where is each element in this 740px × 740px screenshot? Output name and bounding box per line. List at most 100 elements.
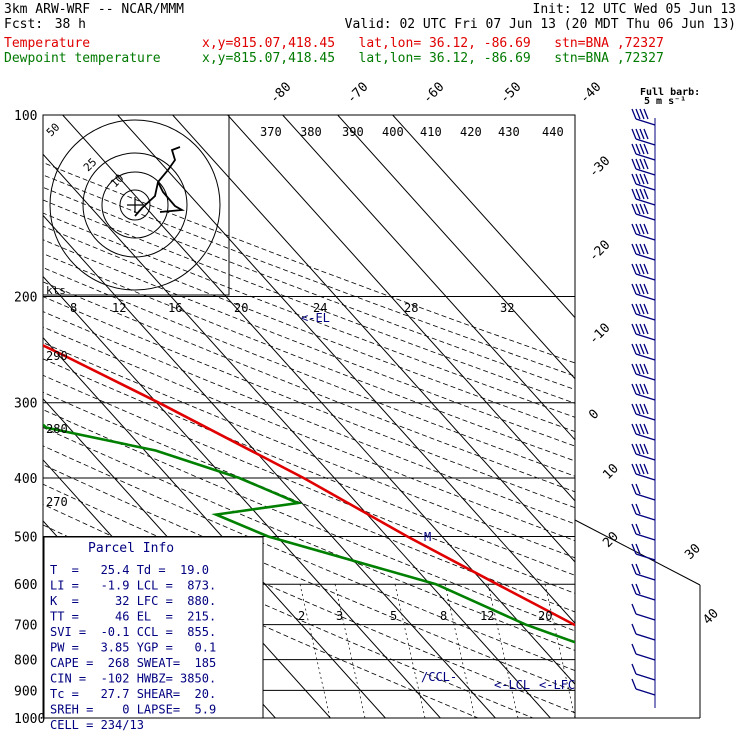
wind-barb-flag [639, 303, 645, 315]
temperature-tick-label: 10 [600, 461, 622, 483]
parcel-info-row: CELL = 234/13 [50, 718, 144, 732]
wind-barb-flag [643, 423, 649, 435]
wind-barb-shaft [635, 273, 656, 281]
wind-barb-shaft [635, 313, 656, 321]
wind-barb-shaft [635, 633, 656, 641]
hodograph-ring [82, 152, 188, 258]
wind-barb-flag [635, 158, 641, 170]
pressure-tick-label: 200 [14, 291, 37, 306]
parcel-info-row: SREH = 0 LAPSE= 5.9 [50, 703, 216, 717]
wind-barb-flag [631, 203, 637, 215]
temperature-tick-label: -10 [586, 321, 613, 348]
mixing-ratio-label: 12 [480, 609, 494, 623]
temperature-trace [43, 343, 575, 627]
ccl-annotation: /CCL- [421, 670, 457, 684]
wind-barb-flag [643, 203, 649, 215]
mixing-ratio-label: 2 [298, 609, 305, 623]
pressure-tick-label: 800 [14, 654, 37, 669]
isotherm-line [62, 115, 575, 686]
dry-adiabat-line [43, 409, 575, 632]
wind-barb-shaft [635, 353, 656, 361]
model-title: 3km ARW-WRF -- NCAR/MMM [4, 2, 185, 17]
wind-barb-flag [639, 363, 645, 375]
hodograph-ring-label: 50 [44, 121, 63, 140]
wind-barb-shaft [635, 673, 656, 681]
wind-barb-shaft [635, 393, 656, 401]
wind-barb-shaft [635, 413, 656, 421]
speed-scale-label: 32 [500, 301, 514, 315]
wind-barb-flag [635, 343, 641, 355]
temperature-tick-label: -50 [497, 80, 524, 107]
wind-barb-flag [643, 128, 649, 140]
dry-adiabat-line [43, 281, 575, 493]
wind-barb [631, 483, 656, 501]
dry-adiabat-line [43, 239, 575, 447]
wind-barb-flag [643, 188, 649, 200]
wind-barb-flag [631, 603, 637, 615]
m-annotation: M [424, 530, 431, 544]
wind-barb [631, 223, 656, 241]
wind-barb-flag [635, 403, 641, 415]
wind-barb-shaft [635, 213, 656, 221]
hodograph-ring [119, 189, 151, 221]
wind-barb-flag [635, 543, 641, 555]
wind-barb-flag [635, 563, 641, 575]
hodograph-ring-label: 25 [81, 156, 100, 175]
wind-barb-flag [639, 188, 645, 200]
wind-barb-flag [631, 403, 637, 415]
wind-barb-flag [643, 343, 649, 355]
wind-barb-flag [635, 483, 641, 495]
dry-adiabat-line [43, 358, 575, 576]
wind-barb-flag [639, 403, 645, 415]
isotherm-line [43, 214, 497, 718]
wind-barb [631, 343, 656, 361]
wind-barb-flag [631, 643, 637, 655]
wind-barb [631, 383, 656, 401]
parcel-info-row: SVI = -0.1 CCL = 855. [50, 625, 216, 639]
wind-barb-shaft [635, 453, 656, 461]
wind-barb [631, 108, 656, 126]
theta-label: 390 [342, 125, 364, 139]
wind-barb-shaft [635, 293, 656, 301]
wind-barb-flag [643, 363, 649, 375]
wind-barb-shaft [635, 573, 656, 581]
wind-barb-flag [643, 383, 649, 395]
wind-barb-shaft [635, 183, 656, 191]
wind-barb-flag [635, 188, 641, 200]
theta-label: 280 [46, 422, 68, 436]
wind-barb-shaft [635, 253, 656, 261]
wind-barb-flag [639, 383, 645, 395]
hodograph-trace [134, 146, 185, 217]
wind-barb-flag [639, 463, 645, 475]
wind-barb [631, 303, 656, 321]
isotherm-line [227, 115, 575, 502]
temperature-tick-label: 40 [700, 606, 722, 628]
wind-barb-flag [643, 243, 649, 255]
isotherm-group [0, 115, 575, 731]
wind-barb-flag [643, 143, 649, 155]
mixing-ratio-line [444, 584, 476, 718]
wind-barb [631, 423, 656, 441]
barb-legend-title: Full barb: [640, 87, 700, 98]
isotherm-line [43, 153, 552, 718]
wind-barb-flag [643, 463, 649, 475]
pressure-tick-label: 600 [14, 578, 37, 593]
wind-barb-shaft [635, 198, 656, 206]
wind-barb-flag [639, 203, 645, 215]
wind-barb-flag [643, 108, 649, 120]
wind-barb-flag [631, 543, 637, 555]
fcst-label: Fcst: [4, 17, 44, 32]
wind-barb [631, 623, 656, 641]
frame-extension [574, 519, 701, 586]
isotherm-line [0, 115, 12, 731]
theta-label: 380 [300, 125, 322, 139]
wind-barb-shaft [635, 153, 656, 161]
lcl-annotation: <-LCL [494, 678, 530, 692]
dry-adiabat-line [43, 253, 575, 462]
wind-barb [631, 563, 656, 581]
wind-barb-flag [639, 423, 645, 435]
wind-barb [631, 443, 656, 461]
wind-barb-flag [643, 303, 649, 315]
wind-barb-flag [635, 463, 641, 475]
wind-barb-shaft [635, 333, 656, 341]
